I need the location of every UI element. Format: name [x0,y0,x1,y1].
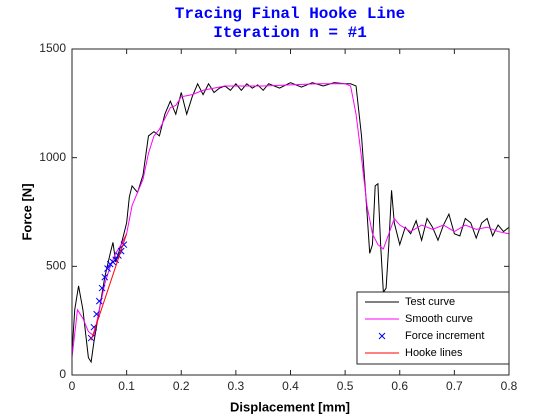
series-line [90,233,128,341]
y-axis-label: Force [N] [19,183,34,240]
y-tick-label: 0 [59,367,66,381]
legend-box [356,291,510,365]
x-tick-label: 0.6 [391,379,408,393]
chart-title: Tracing Final Hooke Line [175,5,405,23]
legend-label: Smooth curve [405,313,473,325]
legend-label: Force increment [405,330,484,342]
x-tick-label: 0.5 [337,379,354,393]
marker [98,284,106,292]
series-line [71,82,510,364]
marker [87,334,95,342]
x-tick-label: 0.2 [173,379,190,393]
marker [101,273,109,281]
marker [378,332,386,340]
y-tick-label: 500 [46,259,66,273]
x-axis-label: Displacement [mm] [230,399,350,414]
plot-frame [71,48,510,376]
marker [95,297,103,305]
legend-label: Test curve [405,296,455,308]
x-tick-label: 0.1 [118,379,135,393]
y-tick-label: 1500 [39,41,66,55]
x-tick-label: 0.7 [446,379,463,393]
x-tick-label: 0.8 [501,379,518,393]
y-tick-label: 1000 [39,150,66,164]
legend-label: Hooke lines [405,347,463,359]
x-tick-label: 0.3 [228,379,245,393]
series-line [71,83,510,358]
x-tick-label: 0.4 [282,379,299,393]
x-tick-label: 0 [69,379,76,393]
chart-title: Iteration n = #1 [213,24,367,42]
marker [104,265,111,272]
marker [93,310,100,318]
